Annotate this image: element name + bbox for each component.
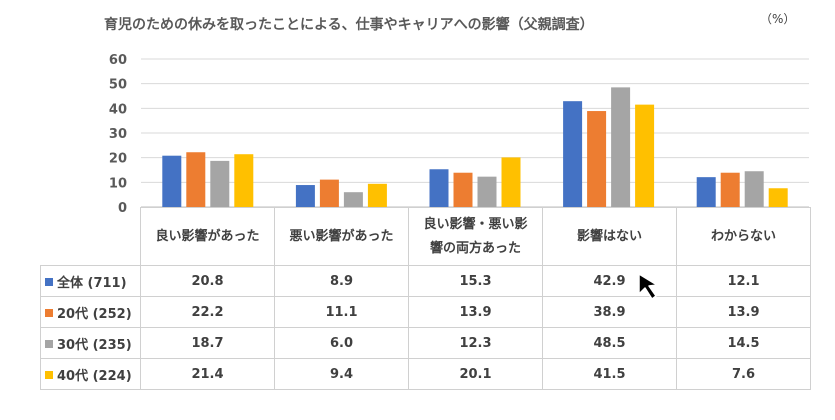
bar [720, 172, 740, 207]
data-label: 21.4 [140, 358, 275, 390]
table-corner [40, 207, 141, 266]
bar [162, 155, 182, 207]
category-label: 悪い影響があった [274, 207, 409, 266]
bar [563, 101, 583, 207]
data-label: 12.3 [408, 327, 543, 359]
data-label: 11.1 [274, 296, 409, 328]
data-label: 48.5 [542, 327, 677, 359]
data-label: 12.1 [676, 265, 811, 297]
y-tick-label: 60 [109, 53, 127, 68]
category-label-line: わからない [710, 228, 776, 244]
bar [186, 152, 206, 207]
y-tick-label: 10 [109, 176, 127, 191]
bar [367, 183, 387, 207]
y-tick-label: 20 [109, 152, 127, 167]
bar [429, 169, 449, 207]
y-tick-label: 50 [109, 78, 127, 93]
data-label: 13.9 [408, 296, 543, 328]
data-label: 9.4 [274, 358, 409, 390]
legend-entry: 全体 (711) [40, 265, 141, 297]
table-row: 40代 (224) 21.4 9.4 20.1 41.5 7.6 [40, 358, 811, 390]
unit-label: （%） [760, 12, 796, 26]
data-label: 20.1 [408, 358, 543, 390]
category-label-line: 影響はない [576, 228, 642, 244]
bar [635, 104, 655, 207]
bar [696, 177, 716, 207]
table-row: 全体 (711) 20.8 8.9 15.3 42.9 12.1 [40, 265, 811, 297]
bar [453, 172, 473, 207]
data-label: 13.9 [676, 296, 811, 328]
category-label-line: 悪い影響があった [289, 228, 394, 244]
category-label: わからない [676, 207, 811, 266]
bar [343, 192, 363, 207]
category-label: 良い影響・悪い影 響の両方あった [408, 207, 543, 266]
table-row: 20代 (252) 22.2 11.1 13.9 38.9 13.9 [40, 296, 811, 328]
bar [501, 157, 521, 207]
bar [744, 171, 764, 207]
bar [295, 185, 315, 207]
bar [768, 188, 788, 207]
legend-swatch [45, 340, 53, 348]
legend-swatch [45, 371, 53, 379]
table-row: 30代 (235) 18.7 6.0 12.3 48.5 14.5 [40, 327, 811, 359]
data-label: 18.7 [140, 327, 275, 359]
legend-label: 30代 (235) [57, 337, 132, 353]
category-label-line: 良い影響があった [155, 228, 260, 244]
chart-title: 育児のための休みを取ったことによる、仕事やキャリアへの影響（父親調査） [104, 17, 594, 33]
data-label: 7.6 [676, 358, 811, 390]
legend-label: 全体 (711) [57, 275, 127, 291]
y-tick-label: 30 [109, 127, 127, 142]
legend-entry: 40代 (224) [40, 358, 141, 390]
category-label-line: 響の両方あった [429, 240, 521, 256]
data-label: 6.0 [274, 327, 409, 359]
data-table: 良い影響があった 悪い影響があった 良い影響・悪い影 響の両方あった 影響はない わからな… [40, 207, 811, 390]
legend-entry: 20代 (252) [40, 296, 141, 328]
data-label: 8.9 [274, 265, 409, 297]
bar [611, 87, 631, 207]
category-label: 影響はない [542, 207, 677, 266]
mouse-pointer-icon [638, 273, 658, 300]
data-label: 41.5 [542, 358, 677, 390]
y-tick-label: 40 [109, 102, 127, 117]
data-label: 15.3 [408, 265, 543, 297]
legend-swatch [45, 278, 53, 286]
bar [587, 111, 607, 207]
bar [234, 154, 254, 207]
category-label-line: 良い影響・悪い影 [423, 216, 528, 232]
bar [319, 179, 339, 207]
data-label: 14.5 [676, 327, 811, 359]
data-label: 38.9 [542, 296, 677, 328]
data-label: 20.8 [140, 265, 275, 297]
legend-label: 40代 (224) [57, 368, 132, 384]
legend-label: 20代 (252) [57, 306, 132, 322]
legend-swatch [45, 309, 53, 317]
data-label: 22.2 [140, 296, 275, 328]
bar [477, 176, 497, 207]
legend-entry: 30代 (235) [40, 327, 141, 359]
bar [210, 160, 230, 207]
data-label: 42.9 [542, 265, 677, 297]
category-label: 良い影響があった [140, 207, 275, 266]
